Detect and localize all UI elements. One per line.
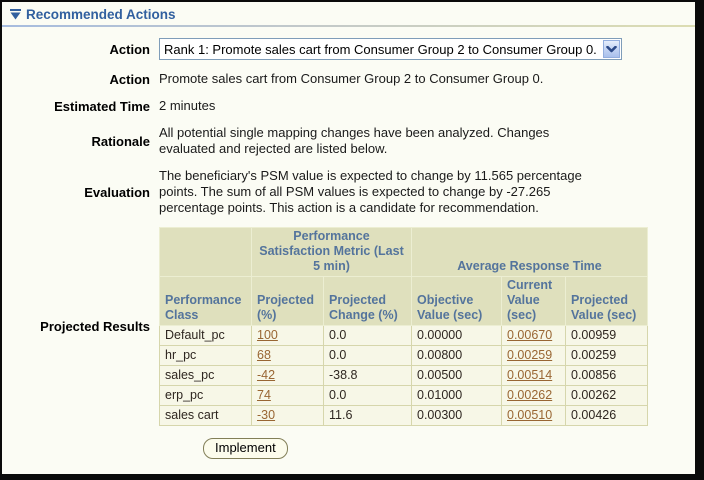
recommended-actions-form: Action Rank 1: Promote sales cart from C… — [2, 38, 695, 459]
column-group-header: Average Response Time — [411, 227, 648, 277]
table-cell: erp_pc — [159, 385, 252, 406]
table-row: Default_pc 100 0.0 0.00000 0.00670 0.00959 — [159, 325, 648, 346]
button-row: Implement — [203, 438, 695, 459]
table-cell: 0.00262 — [501, 385, 566, 406]
action-select-value: Rank 1: Promote sales cart from Consumer… — [164, 41, 597, 57]
table-cell: -38.8 — [323, 365, 412, 386]
column-header: Projected Change (%) — [323, 276, 412, 326]
current-value-link[interactable]: 0.00670 — [507, 328, 553, 342]
projected-results-row: Projected Results Performance Satisfacti… — [2, 227, 695, 426]
table-cell: 0.00426 — [565, 405, 648, 426]
column-header: Current Value (sec) — [501, 276, 566, 326]
table-cell: 0.01000 — [411, 385, 502, 406]
page-title: Recommended Actions — [26, 7, 176, 22]
projected-pct-link[interactable]: -42 — [257, 368, 276, 382]
table-cell: 0.00959 — [565, 325, 648, 346]
projected-pct-link[interactable]: 68 — [257, 348, 271, 362]
table-cell: 0.0 — [323, 385, 412, 406]
table-cell: 0.00262 — [565, 385, 648, 406]
table-column-header-row: Performance Class Projected (%) Projected … — [159, 276, 648, 326]
evaluation-row: Evaluation The beneficiary's PSM value i… — [2, 168, 695, 216]
table-cell: 100 — [251, 325, 324, 346]
table-cell: 68 — [251, 345, 324, 366]
table-cell: hr_pc — [159, 345, 252, 366]
table-cell: -30 — [251, 405, 324, 426]
collapse-triangle-icon[interactable] — [9, 8, 22, 21]
implement-button[interactable]: Implement — [203, 438, 288, 459]
section-header: Recommended Actions — [2, 2, 695, 25]
column-header: Objective Value (sec) — [411, 276, 502, 326]
table-cell: -42 — [251, 365, 324, 386]
action-label: Action — [109, 71, 150, 87]
table-cell: Default_pc — [159, 325, 252, 346]
rationale-row: Rationale All potential single mapping c… — [2, 125, 695, 157]
evaluation-label: Evaluation — [84, 184, 150, 200]
action-select-label: Action — [109, 41, 150, 57]
table-cell: 74 — [251, 385, 324, 406]
table-cell: 0.00300 — [411, 405, 502, 426]
current-value-link[interactable]: 0.00514 — [507, 368, 553, 382]
rationale-label: Rationale — [91, 133, 150, 149]
column-header: Projected Value (sec) — [565, 276, 648, 326]
table-cell: 0.0 — [323, 345, 412, 366]
table-row: hr_pc 68 0.0 0.00800 0.00259 0.00259 — [159, 345, 648, 366]
projected-pct-link[interactable]: 74 — [257, 388, 271, 402]
table-cell: 0.00856 — [565, 365, 648, 386]
table-cell: sales cart — [159, 405, 252, 426]
table-row: erp_pc 74 0.0 0.01000 0.00262 0.00262 — [159, 385, 648, 406]
estimated-time-value: 2 minutes — [159, 98, 216, 113]
table-row: sales_pc -42 -38.8 0.00500 0.00514 0.00856 — [159, 365, 648, 386]
action-select-row: Action Rank 1: Promote sales cart from C… — [2, 38, 695, 60]
estimated-time-label: Estimated Time — [54, 98, 150, 114]
current-value-link[interactable]: 0.00510 — [507, 408, 553, 422]
table-cell: 0.0 — [323, 325, 412, 346]
projected-results-label: Projected Results — [40, 319, 150, 334]
table-group-header-row: Performance Satisfaction Metric (Last 5 … — [159, 227, 648, 277]
column-header: Performance Class — [159, 276, 252, 326]
chevron-down-icon[interactable] — [603, 40, 620, 58]
table-cell: 0.00510 — [501, 405, 566, 426]
table-cell: 11.6 — [323, 405, 412, 426]
table-cell: 0.00500 — [411, 365, 502, 386]
estimated-time-row: Estimated Time 2 minutes — [2, 98, 695, 114]
projected-pct-link[interactable]: -30 — [257, 408, 276, 422]
current-value-link[interactable]: 0.00259 — [507, 348, 553, 362]
table-cell: 0.00259 — [501, 345, 566, 366]
current-value-link[interactable]: 0.00262 — [507, 388, 553, 402]
column-group-header: Performance Satisfaction Metric (Last 5 … — [251, 227, 412, 277]
projected-pct-link[interactable]: 100 — [257, 328, 278, 342]
table-cell: 0.00800 — [411, 345, 502, 366]
header-divider — [2, 25, 695, 27]
column-header: Projected (%) — [251, 276, 324, 326]
projected-results-table: Performance Satisfaction Metric (Last 5 … — [159, 227, 648, 426]
evaluation-value: The beneficiary's PSM value is expected … — [159, 168, 582, 215]
action-value: Promote sales cart from Consumer Group 2… — [159, 71, 544, 86]
table-corner-cell — [159, 227, 252, 277]
table-cell: sales_pc — [159, 365, 252, 386]
projected-results-body: Default_pc 100 0.0 0.00000 0.00670 0.00959 hr_… — [159, 325, 648, 426]
action-row: Action Promote sales cart from Consumer … — [2, 71, 695, 87]
table-cell: 0.00670 — [501, 325, 566, 346]
table-cell: 0.00000 — [411, 325, 502, 346]
table-cell: 0.00514 — [501, 365, 566, 386]
table-cell: 0.00259 — [565, 345, 648, 366]
rationale-value: All potential single mapping changes hav… — [159, 125, 550, 156]
action-select[interactable]: Rank 1: Promote sales cart from Consumer… — [159, 38, 622, 60]
table-row: sales cart -30 11.6 0.00300 0.00510 0.00426 — [159, 405, 648, 426]
